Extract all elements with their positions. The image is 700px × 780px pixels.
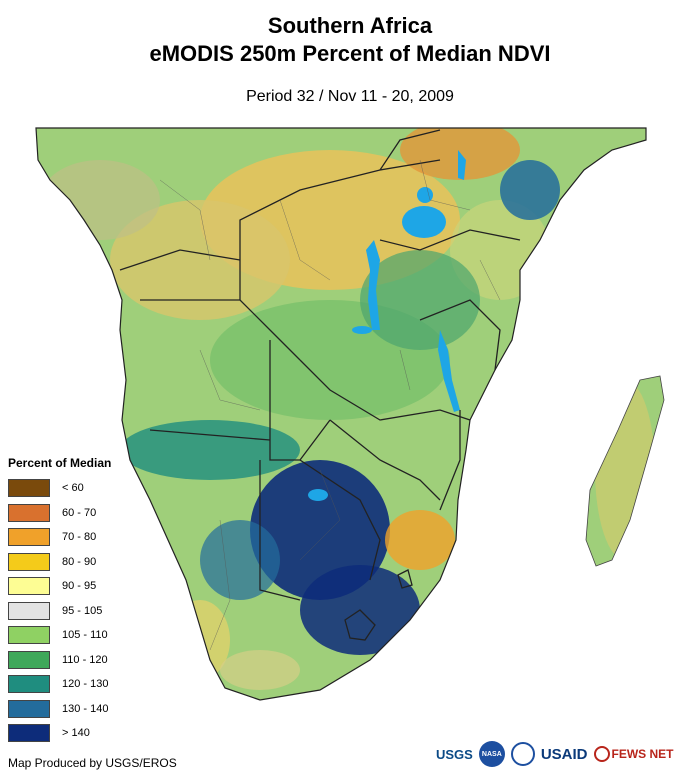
legend-item: 130 - 140 (8, 697, 128, 722)
legend: Percent of Median < 60 60 - 70 70 - 80 80 -… (8, 456, 128, 746)
legend-swatch (8, 699, 50, 718)
legend-label: 70 - 80 (62, 531, 97, 544)
legend-item: 70 - 80 (8, 525, 128, 550)
legend-swatch (8, 601, 50, 620)
legend-label: 110 - 120 (62, 653, 108, 666)
legend-label: 60 - 70 (62, 506, 97, 519)
legend-item: 110 - 120 (8, 648, 128, 673)
legend-swatch (8, 724, 50, 743)
map-credit: Map Produced by USGS/EROS (8, 756, 177, 770)
legend-label: > 140 (62, 727, 90, 740)
legend-item: 95 - 105 (8, 599, 128, 624)
legend-title: Percent of Median (8, 456, 112, 470)
legend-item: > 140 (8, 721, 128, 746)
legend-label: < 60 (62, 482, 84, 495)
legend-label: 130 - 140 (62, 702, 109, 715)
legend-swatch (8, 528, 50, 547)
legend-item: 80 - 90 (8, 550, 128, 575)
legend-swatch (8, 503, 50, 522)
legend-swatch (8, 552, 50, 571)
legend-swatch (8, 626, 50, 645)
legend-item: 60 - 70 (8, 501, 128, 526)
usgs-logo: USGS (436, 746, 473, 762)
legend-label: 120 - 130 (62, 678, 109, 691)
legend-swatch (8, 577, 50, 596)
legend-swatch (8, 675, 50, 694)
legend-swatch (8, 479, 50, 498)
legend-item: 120 - 130 (8, 672, 128, 697)
map-subtitle: Period 32 / Nov 11 - 20, 2009 (246, 88, 454, 105)
legend-swatch (8, 650, 50, 669)
fews-net-label: FEWS NET (611, 747, 674, 761)
fews-mark-icon (593, 746, 610, 762)
legend-item: < 60 (8, 476, 128, 501)
usaid-logo: USAID (540, 745, 588, 763)
legend-label: 80 - 90 (62, 555, 97, 568)
ndvi-map (35, 127, 665, 701)
legend-item: 105 - 110 (8, 623, 128, 648)
nasa-logo: NASA (478, 741, 505, 767)
fews-net-logo: FEWS NET (593, 746, 674, 762)
map-title-line1: Southern Africa (267, 13, 433, 38)
legend-label: 95 - 105 (62, 604, 103, 617)
seal-icon (510, 742, 535, 766)
legend-label: 90 - 95 (62, 580, 97, 593)
legend-label: 105 - 110 (62, 629, 108, 642)
map-title-line2: eMODIS 250m Percent of Median NDVI (149, 41, 551, 66)
logos: USGS NASA USAID FEWS NET (436, 738, 696, 770)
legend-item: 90 - 95 (8, 574, 128, 599)
